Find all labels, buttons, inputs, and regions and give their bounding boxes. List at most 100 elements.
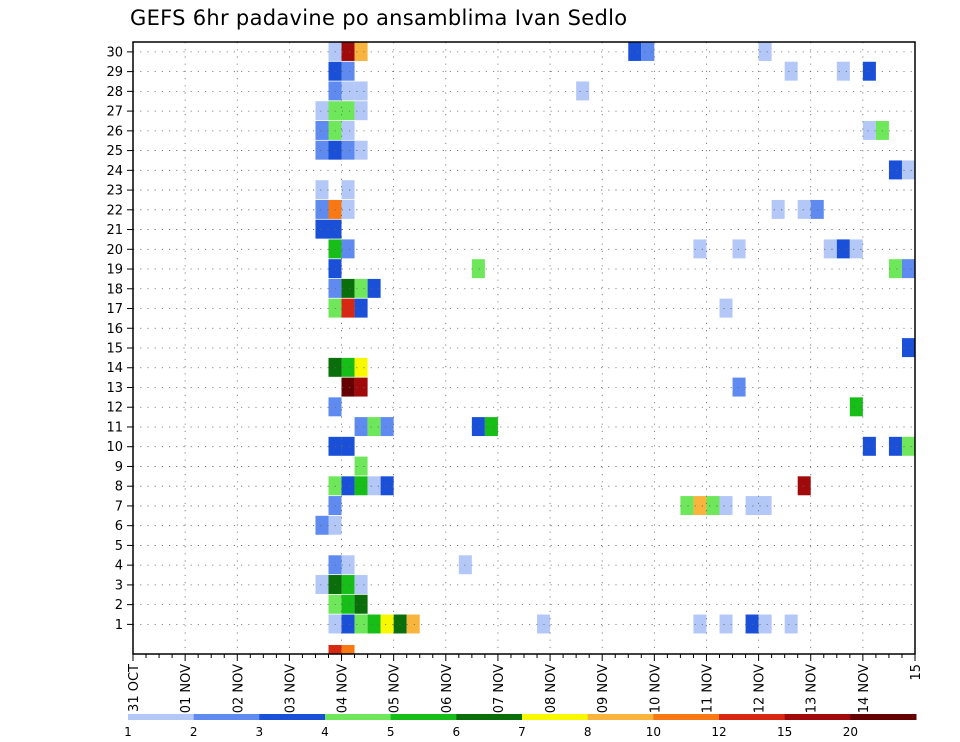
x-tick-label: 09 NOV [596,664,611,713]
heatmap-cell-member-10 [888,436,902,456]
legend-swatch [325,714,392,720]
heatmap-cell-member-4 [341,555,355,575]
legend: 1 2 3 4 5 6 7 8 10 12 15 20 [124,714,917,739]
heatmap-cell-member-24 [901,160,915,180]
heatmap-cell-member-7 [706,496,720,516]
heatmap-cell-member-13 [354,377,368,397]
legend-label: 6 [453,725,461,739]
legend-label: 5 [387,725,395,739]
y-tick-label: 11 [106,420,123,435]
heatmap-cell-member-19 [888,259,902,279]
heatmap-cell-member-1 [380,614,394,634]
y-tick-label: 23 [106,184,123,199]
heatmap-cell-member-7 [745,496,759,516]
y-tick-label: 4 [115,559,123,574]
heatmap-cell-member-11 [354,417,368,437]
heatmap-cell-member-7 [693,496,707,516]
heatmap-cell-member-1 [784,614,798,634]
heatmap-cell-member-19 [471,259,485,279]
x-tick-label: 08 NOV [544,664,559,713]
heatmap-cell-member-8 [367,476,381,496]
y-tick-label: 21 [106,223,123,238]
legend-swatch [784,714,851,720]
x-tick-label: 13 NOV [805,664,820,713]
heatmap-cell-member-22 [797,199,811,219]
y-tick-label: 13 [106,381,123,396]
heatmap-cell-member-2 [354,594,368,614]
legend-swatch [128,714,195,720]
x-tick-label: 05 NOV [388,664,403,713]
y-tick-label: 27 [106,105,123,120]
legend-label: 15 [777,725,792,739]
legend-label: 8 [584,725,592,739]
heatmap-cell-member-1 [745,614,759,634]
y-tick-label: 19 [106,263,123,278]
heatmap-cell-member-20 [849,239,863,259]
y-tick-label: 9 [115,460,123,475]
heatmap-cell-member-11 [367,417,381,437]
heatmap-cell-member-29 [341,61,355,81]
heatmap-cell-member-29 [862,61,876,81]
legend-label: 3 [256,725,264,739]
heatmap-cell-member-2 [328,594,342,614]
y-tick-label: 3 [115,578,123,593]
heatmap-cell-member-19 [901,259,915,279]
x-tick-label: 06 NOV [440,664,455,713]
heatmap-cell-member-3 [341,575,355,594]
heatmap-cell-member-26 [862,120,876,140]
x-tick-label: 12 NOV [753,664,768,713]
legend-swatch [719,714,786,720]
legend-label: 1 [124,725,132,739]
heatmap-cell-member-7 [680,496,694,516]
heatmap-cell-member-10 [341,436,355,456]
y-tick-label: 30 [106,45,123,60]
x-tick-label: 03 NOV [283,664,298,713]
legend-label: 7 [518,725,526,739]
gridlines [133,42,915,654]
heatmap-cell-member-10 [901,436,915,456]
heatmap-cell-member-25 [315,140,329,160]
heatmap-cell-member-15 [901,338,915,358]
heatmap-cell-member-30 [758,42,772,61]
legend-swatch [390,714,457,720]
heatmap-cell-member-3 [315,575,329,594]
chart-title: GEFS 6hr padavine po ansamblima Ivan Sed… [130,6,628,30]
legend-swatch [259,714,326,720]
heatmap-cell-member-14 [341,357,355,377]
y-tick-label: 24 [106,164,123,179]
x-tick-label: 10 NOV [648,664,663,713]
heatmap-cell-member-20 [823,239,837,259]
heatmap-cell-member-20 [732,239,746,259]
y-tick-label: 29 [106,65,123,80]
y-tick-label: 6 [115,519,123,534]
y-tick-label: 28 [106,85,123,100]
legend-label: 12 [711,725,726,739]
heatmap-cell-member-12 [849,397,863,417]
heatmap-cell-member-17 [354,298,368,318]
heatmap-cell-member-27 [341,101,355,121]
heatmap-cell-member-26 [341,120,355,140]
x-tick-label: 04 NOV [336,664,351,713]
heatmap-cell-member-1 [354,614,368,634]
heatmap-cell-member-6 [315,515,329,535]
legend-label: 2 [190,725,198,739]
legend-swatch [456,714,523,720]
heatmap-cell-member-8 [380,476,394,496]
heatmap-cell-member-21 [315,219,329,239]
heatmap-cell-member-3 [354,575,368,594]
x-tick-label: 01 NOV [179,664,194,713]
x-tick-label: 31 OCT [127,664,142,712]
heatmap-cell-member-30 [628,42,642,61]
y-tick-label: 10 [106,440,123,455]
y-tick-label: 12 [106,401,123,416]
y-tick-label: 22 [106,203,123,218]
y-tick-label: 25 [106,144,123,159]
heatmap-cell-member-23 [315,180,329,200]
heatmap-cell-member-11 [471,417,485,437]
x-tick-label: 07 NOV [492,664,507,713]
x-axis: 31 OCT 01 NOV 02 NOV 03 NOV 04 NOV 05 NOV 06 N… [127,654,924,713]
heatmap-cell-member-25 [354,140,368,160]
y-tick-label: 20 [106,243,123,258]
heatmap-cell-member-1 [693,614,707,634]
